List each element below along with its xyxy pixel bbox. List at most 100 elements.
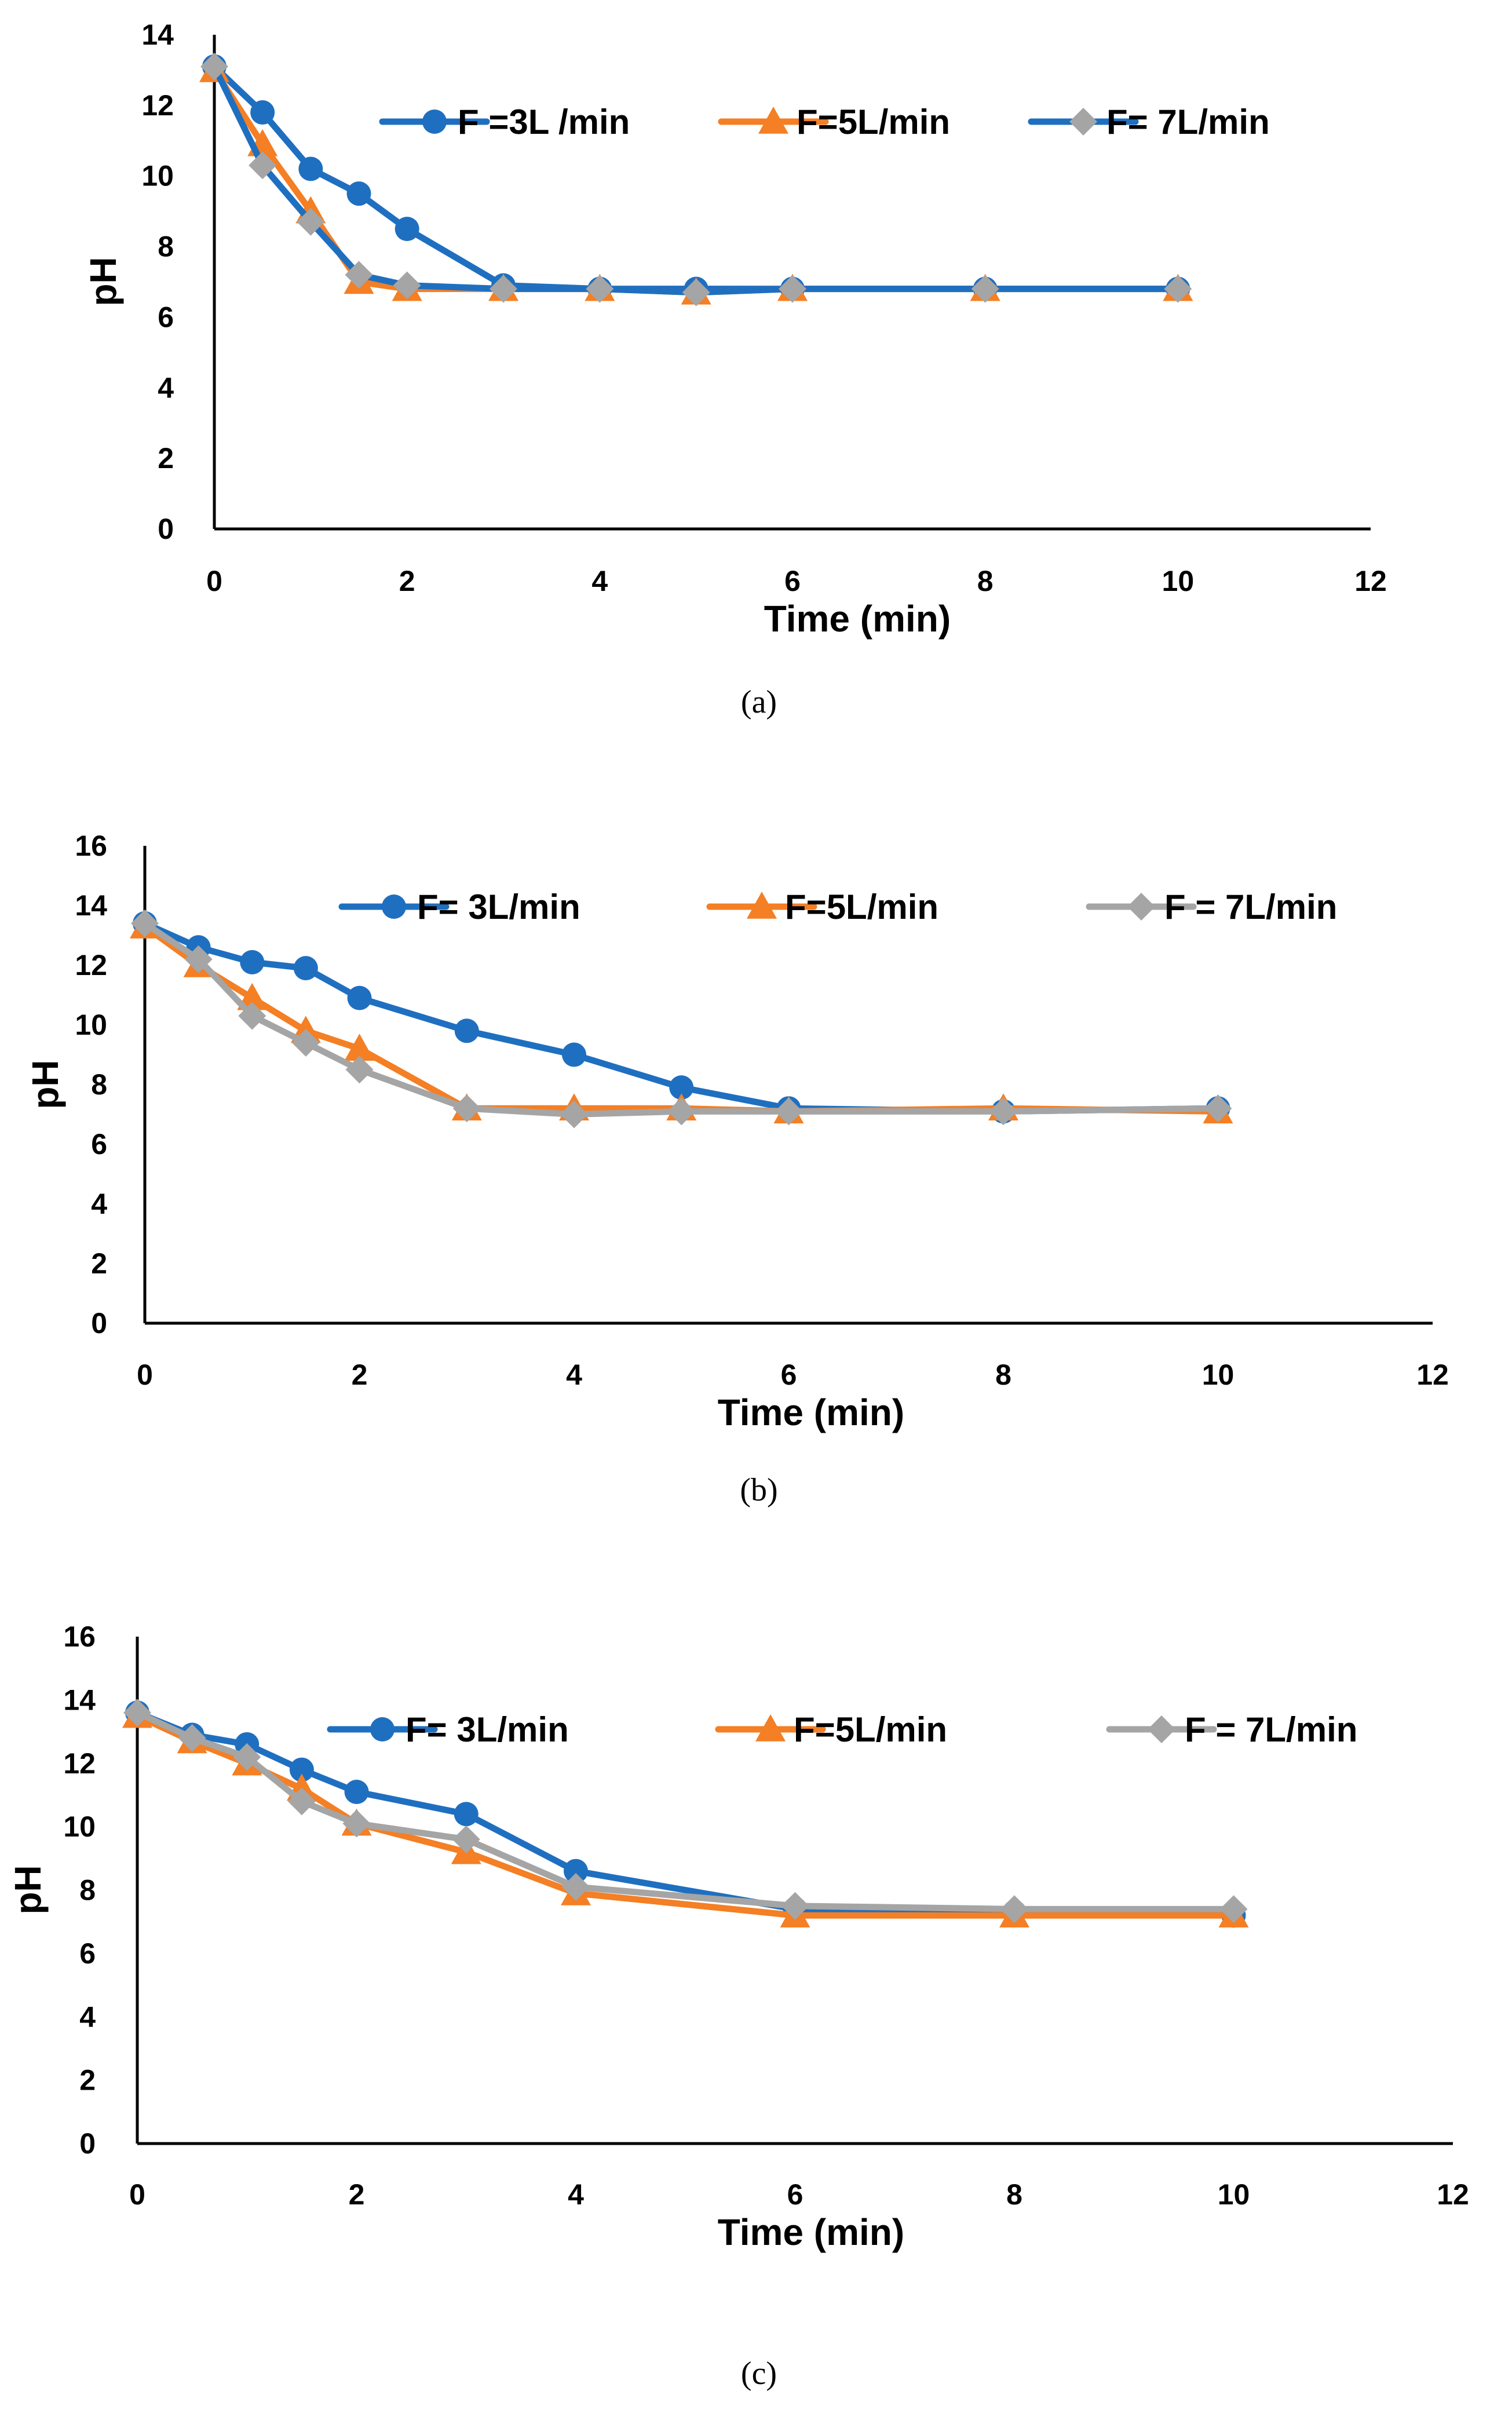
data-point-diamond bbox=[297, 207, 325, 236]
series-3 bbox=[131, 909, 1232, 1129]
series-3 bbox=[123, 1699, 1248, 1923]
legend-marker-circle bbox=[382, 894, 406, 919]
data-point-diamond bbox=[781, 1892, 809, 1920]
series-line bbox=[134, 1709, 1237, 1912]
data-point-diamond bbox=[560, 1100, 588, 1129]
data-point-circle bbox=[346, 181, 371, 206]
data-point-circle bbox=[344, 1779, 369, 1804]
x-tick-label: 4 bbox=[568, 2178, 584, 2211]
y-tick-label: 2 bbox=[79, 2064, 96, 2097]
data-point-diamond bbox=[1204, 1094, 1232, 1123]
x-axis-title: Time (min) bbox=[718, 1392, 904, 1433]
y-tick-label: 10 bbox=[63, 1810, 96, 1843]
legend-item: F =3L /min bbox=[379, 103, 630, 141]
data-point-diamond bbox=[586, 275, 614, 303]
x-tick-label: 6 bbox=[784, 565, 801, 597]
legend-label: F =3L /min bbox=[458, 103, 630, 141]
legend-marker-triangle bbox=[758, 107, 788, 134]
x-axis-title: Time (min) bbox=[718, 2211, 904, 2253]
data-point-diamond bbox=[682, 278, 710, 306]
legend-label: F=5L/min bbox=[785, 888, 938, 926]
chart-panel-b: 0 2 4 6 8 10 12 14 16 0 2 4 6 8 10 12 Time (min) pH F= 3L/… bbox=[24, 830, 1449, 1508]
data-point-diamond bbox=[1219, 1895, 1248, 1923]
data-point-circle bbox=[250, 100, 275, 125]
y-tick-label: 12 bbox=[75, 949, 107, 981]
x-tick-label: 8 bbox=[977, 565, 994, 597]
x-tick-label: 12 bbox=[1437, 2178, 1469, 2211]
y-axis-title: pH bbox=[82, 257, 124, 306]
x-tick-label: 2 bbox=[349, 2178, 365, 2211]
y-tick-label: 6 bbox=[79, 1937, 96, 1970]
x-tick-label: 4 bbox=[566, 1359, 582, 1391]
data-point-triangle bbox=[237, 983, 268, 1010]
data-point-diamond bbox=[233, 1743, 261, 1771]
data-point-diamond bbox=[184, 945, 213, 973]
y-tick-label: 8 bbox=[158, 231, 174, 263]
y-tick-label: 0 bbox=[158, 513, 174, 545]
data-point-circle bbox=[454, 1018, 479, 1043]
data-point-circle bbox=[347, 985, 372, 1010]
data-point-diamond bbox=[249, 151, 277, 180]
y-tick-label: 14 bbox=[75, 889, 107, 922]
y-tick-label: 4 bbox=[158, 371, 174, 404]
legend-marker-circle bbox=[370, 1717, 395, 1741]
data-point-diamond bbox=[779, 275, 806, 303]
y-tick-label: 16 bbox=[75, 830, 107, 862]
data-point-diamond bbox=[452, 1094, 481, 1123]
data-point-circle bbox=[562, 1042, 586, 1067]
y-tick-label: 10 bbox=[141, 160, 174, 192]
legend-marker-diamond bbox=[1069, 108, 1097, 136]
x-tick-label: 12 bbox=[1354, 565, 1387, 597]
x-tick-label: 10 bbox=[1202, 1359, 1235, 1391]
legend-item: F= 3L/min bbox=[327, 1710, 569, 1749]
x-axis-title: Time (min) bbox=[764, 598, 951, 640]
data-point-circle bbox=[669, 1075, 694, 1100]
x-tick-label: 8 bbox=[995, 1359, 1011, 1391]
legend-marker-triangle bbox=[755, 1714, 786, 1741]
x-tick-label: 6 bbox=[787, 2178, 804, 2211]
legend: F =3L /min F=5L/min F= 7L/min bbox=[379, 103, 1270, 141]
panel-caption: (a) bbox=[741, 684, 777, 720]
y-tick-label: 10 bbox=[75, 1009, 107, 1041]
series-line bbox=[211, 63, 1181, 296]
data-point-diamond bbox=[287, 1787, 316, 1816]
y-tick-label: 12 bbox=[63, 1747, 96, 1780]
figure-panels: 0 2 4 6 8 10 12 14 0 2 4 6 8 10 12 Time (min) pH F =3L /m… bbox=[7, 19, 1469, 2392]
legend-label: F= 3L/min bbox=[417, 888, 580, 926]
data-point-diamond bbox=[393, 271, 421, 300]
series-line bbox=[211, 63, 1181, 293]
y-tick-label: 0 bbox=[79, 2127, 96, 2160]
y-tick-label: 2 bbox=[158, 442, 174, 474]
data-point-triangle bbox=[344, 1034, 375, 1061]
series-line bbox=[134, 1713, 1237, 1919]
x-tick-label: 0 bbox=[129, 2178, 145, 2211]
data-point-circle bbox=[564, 1859, 588, 1883]
series-1 bbox=[133, 911, 1230, 1124]
legend-label: F= 7L/min bbox=[1106, 103, 1270, 141]
data-point-circle bbox=[293, 956, 318, 981]
data-point-diamond bbox=[345, 261, 373, 289]
chart-panel-a: 0 2 4 6 8 10 12 14 0 2 4 6 8 10 12 Time (min) pH F =3L /m… bbox=[82, 19, 1387, 720]
legend-item: F=5L/min bbox=[718, 103, 950, 141]
y-axis-title: pH bbox=[24, 1060, 66, 1109]
chart-panel-c: 0 2 4 6 8 10 12 14 16 0 2 4 6 8 10 12 Time (min) pH F= 3L/… bbox=[7, 1620, 1469, 2392]
data-point-diamond bbox=[345, 1056, 374, 1084]
x-tick-label: 4 bbox=[591, 565, 608, 597]
data-point-diamond bbox=[238, 1002, 266, 1030]
data-point-diamond bbox=[291, 1028, 320, 1057]
y-tick-label: 6 bbox=[158, 301, 174, 333]
legend-item: F= 3L/min bbox=[338, 888, 580, 926]
y-axis-title: pH bbox=[7, 1865, 49, 1914]
y-tick-label: 14 bbox=[141, 19, 174, 51]
legend: F= 3L/min F=5L/min F = 7L/min bbox=[327, 1710, 1357, 1749]
panel-caption: (b) bbox=[740, 1472, 777, 1508]
y-tick-label: 4 bbox=[79, 2000, 96, 2033]
data-point-circle bbox=[298, 156, 323, 181]
x-tick-label: 10 bbox=[1218, 2178, 1250, 2211]
data-point-circle bbox=[289, 1757, 314, 1782]
y-tick-label: 6 bbox=[91, 1128, 107, 1160]
x-tick-label: 2 bbox=[352, 1359, 368, 1391]
series-line bbox=[211, 67, 1181, 296]
data-point-diamond bbox=[123, 1699, 151, 1727]
